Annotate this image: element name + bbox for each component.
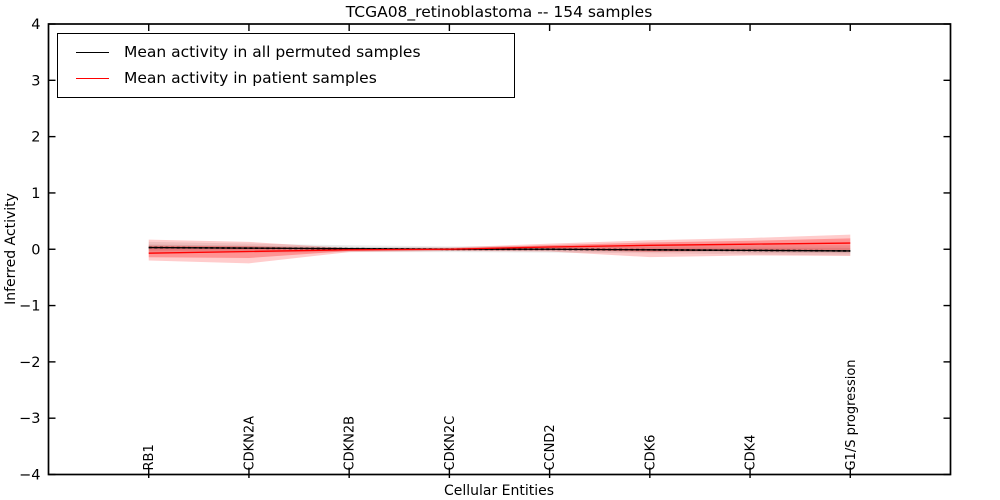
y-tick-label: 2	[31, 130, 40, 146]
x-tick-label: CDK6	[643, 435, 658, 471]
y-tick-label: 0	[31, 242, 40, 258]
y-tick-label: 1	[31, 186, 40, 202]
legend-line-sample-black	[76, 51, 109, 53]
x-tick-label: G1/S progression	[844, 359, 859, 470]
x-tick-label: RB1	[142, 444, 157, 470]
legend: Mean activity in all permuted samples Me…	[57, 33, 515, 98]
x-tick-label: CDK4	[744, 435, 759, 471]
axes: 4 3 2 1 0 −1 −2 −3 −4 RB1 CDKN2A CDKN2B CDKN2C CCND2 C…	[19, 17, 952, 484]
legend-item-permuted: Mean activity in all permuted samples	[76, 42, 514, 61]
y-tick-label: −1	[19, 299, 40, 315]
legend-line-sample-red	[76, 78, 109, 80]
x-tick-label: CCND2	[543, 424, 558, 470]
y-tick-label: −4	[19, 468, 40, 484]
y-axis-label: Inferred Activity	[3, 193, 19, 305]
series-line-0-dash-overlay	[148, 246, 851, 252]
x-axis-label: Cellular Entities	[444, 483, 554, 499]
series-line-1	[148, 242, 851, 254]
series-lines	[148, 242, 851, 254]
y-tick-label: −3	[19, 411, 40, 427]
x-tick-label: CDKN2B	[343, 416, 358, 471]
y-tick-label: 3	[31, 73, 40, 89]
legend-label-patient: Mean activity in patient samples	[124, 68, 377, 87]
legend-label-permuted: Mean activity in all permuted samples	[124, 42, 421, 61]
x-tick-label: CDKN2A	[242, 416, 257, 471]
y-tick-label: −2	[19, 355, 40, 371]
chart-title: TCGA08_retinoblastoma -- 154 samples	[345, 3, 653, 22]
legend-item-patient: Mean activity in patient samples	[76, 68, 514, 87]
y-tick-label: 4	[31, 17, 40, 33]
x-tick-label: CDKN2C	[443, 416, 458, 471]
